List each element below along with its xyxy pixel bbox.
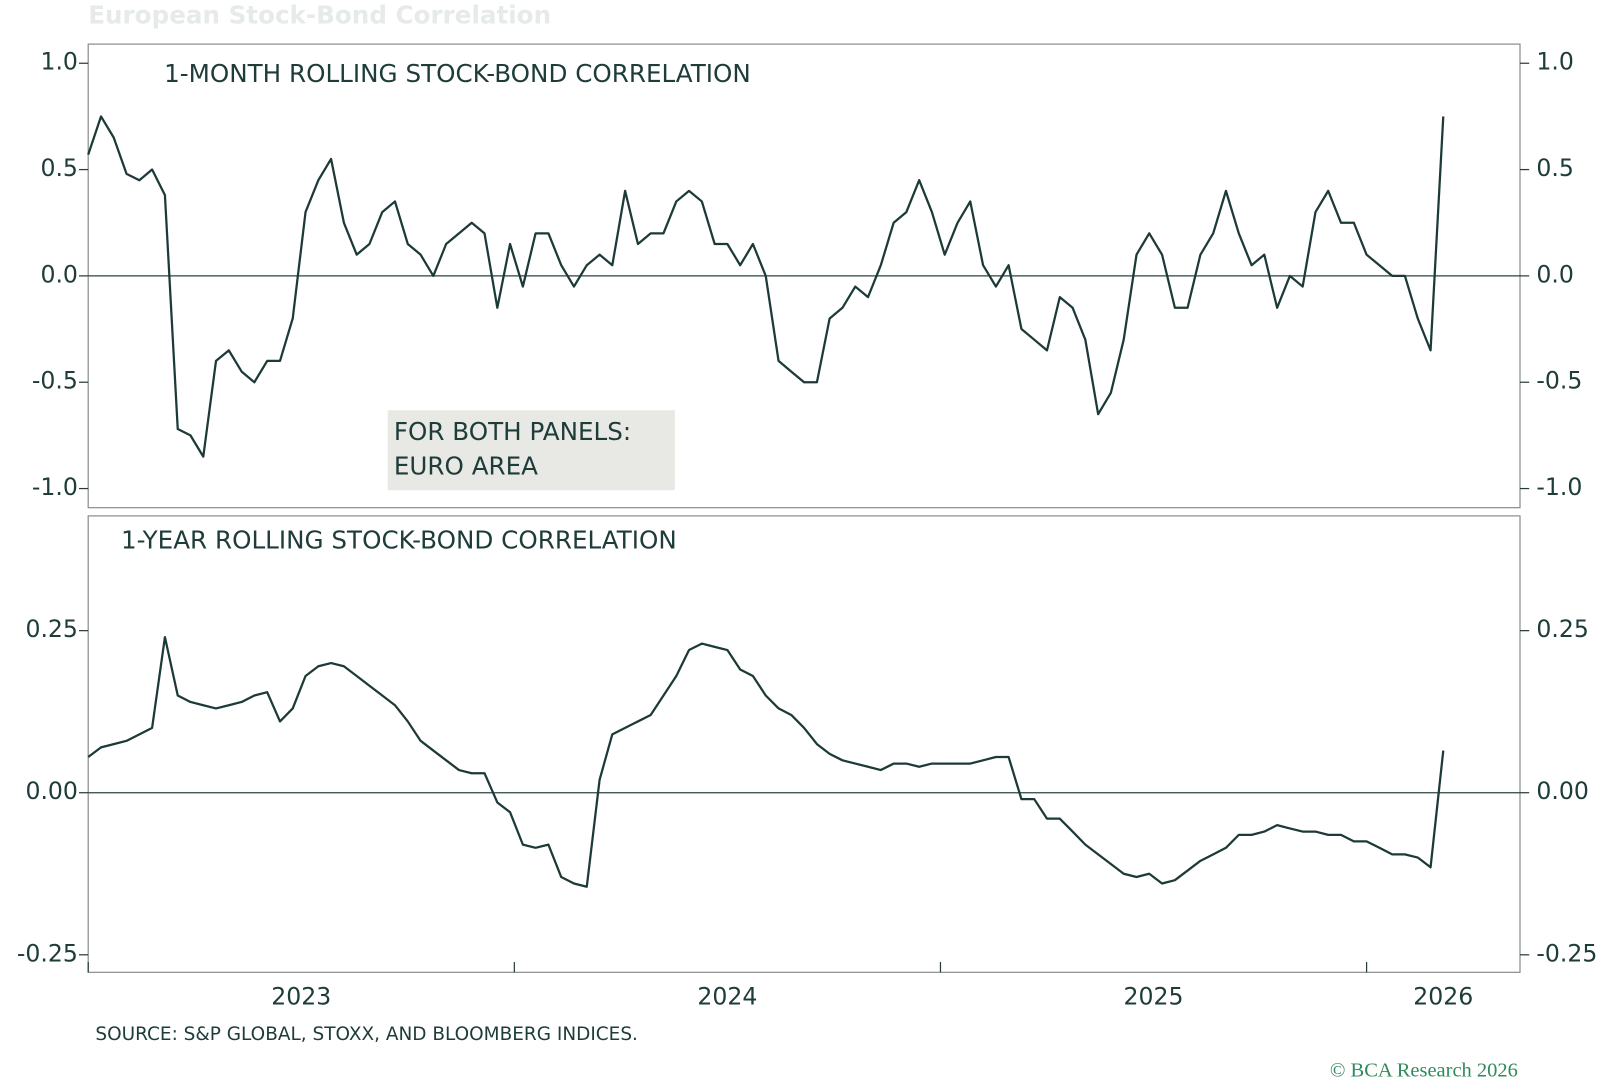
y2-tick-label: -0.25 (1536, 939, 1597, 967)
x-tick-label: 2025 (1124, 982, 1184, 1010)
panel-frame (87, 515, 1521, 973)
y2-tick-label: 1.0 (1536, 48, 1574, 76)
series-line (87, 115, 1445, 458)
y-tick-label: 0.25 (25, 615, 78, 643)
panel-title: 1-MONTH ROLLING STOCK-BOND CORRELATION (164, 59, 751, 88)
y2-tick-label: 0.5 (1536, 154, 1574, 182)
y-tick-label: 0.00 (25, 777, 78, 805)
annotation-text: FOR BOTH PANELS: (394, 417, 631, 446)
panel-title: 1-YEAR ROLLING STOCK-BOND CORRELATION (121, 526, 677, 555)
page-title: European Stock-Bond Correlation (88, 0, 551, 29)
copyright: © BCA Research 2026 (1330, 1059, 1518, 1080)
x-tick-label: 2023 (271, 982, 331, 1010)
x-tick-label: 2026 (1413, 982, 1473, 1010)
y-tick-label: 1.0 (40, 48, 77, 76)
annotation-box (387, 410, 675, 491)
y2-tick-label: -0.5 (1536, 367, 1582, 395)
y2-tick-label: 0.0 (1536, 260, 1574, 288)
annotation-text: EURO AREA (394, 452, 538, 481)
y2-tick-label: -1.0 (1536, 473, 1582, 501)
series-line (87, 636, 1445, 888)
x-tick-label: 2024 (697, 982, 757, 1010)
y-tick-label: -1.0 (32, 473, 78, 501)
y2-tick-label: 0.00 (1536, 777, 1589, 805)
y-tick-label: 0.0 (40, 260, 77, 288)
y-tick-label: 0.5 (40, 154, 77, 182)
y2-tick-label: 0.25 (1536, 615, 1589, 643)
y-tick-label: -0.5 (32, 367, 78, 395)
y-tick-label: -0.25 (17, 939, 78, 967)
source-note: SOURCE: S&P GLOBAL, STOXX, AND BLOOMBERG… (95, 1024, 638, 1045)
